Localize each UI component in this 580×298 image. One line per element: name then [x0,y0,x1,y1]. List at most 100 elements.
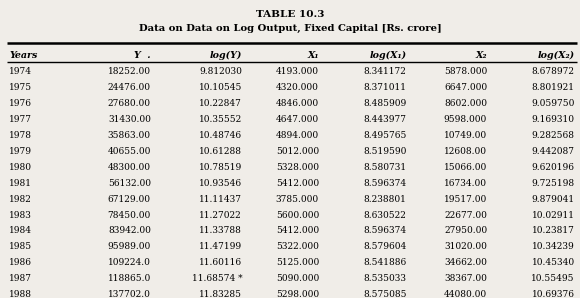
Text: 12608.00: 12608.00 [444,147,487,156]
Text: 8.443977: 8.443977 [364,115,407,124]
Text: 1983: 1983 [9,210,32,220]
Text: 9598.000: 9598.000 [444,115,487,124]
Text: 9.059750: 9.059750 [531,99,575,108]
Text: 118865.0: 118865.0 [107,274,151,283]
Text: 38367.00: 38367.00 [444,274,487,283]
Text: 1977: 1977 [9,115,32,124]
Text: 27950.00: 27950.00 [444,226,487,235]
Text: 95989.00: 95989.00 [107,243,151,252]
Text: 1980: 1980 [9,163,32,172]
Text: 1981: 1981 [9,179,32,188]
Text: 9.282568: 9.282568 [532,131,575,140]
Text: Y  .: Y . [135,51,151,60]
Text: 11.47199: 11.47199 [199,243,242,252]
Text: 8.495765: 8.495765 [363,131,407,140]
Text: 8.485909: 8.485909 [364,99,407,108]
Text: 1987: 1987 [9,274,32,283]
Text: 16734.00: 16734.00 [444,179,487,188]
Text: 4647.000: 4647.000 [276,115,319,124]
Text: 9.442087: 9.442087 [532,147,575,156]
Text: 8.801921: 8.801921 [532,83,575,92]
Text: 22677.00: 22677.00 [444,210,487,220]
Text: 11.68574 *: 11.68574 * [191,274,242,283]
Text: 10.22847: 10.22847 [200,99,242,108]
Text: 31020.00: 31020.00 [444,243,487,252]
Text: 1976: 1976 [9,99,32,108]
Text: 56132.00: 56132.00 [108,179,151,188]
Text: Years: Years [9,51,38,60]
Text: 10.61288: 10.61288 [199,147,242,156]
Text: 4193.000: 4193.000 [276,67,319,76]
Text: 4320.000: 4320.000 [276,83,319,92]
Text: 48300.00: 48300.00 [108,163,151,172]
Text: 9.169310: 9.169310 [532,115,575,124]
Text: 8.341172: 8.341172 [364,67,407,76]
Text: 5090.000: 5090.000 [276,274,319,283]
Text: 9.879041: 9.879041 [532,195,575,204]
Text: 5412.000: 5412.000 [276,179,319,188]
Text: 1984: 1984 [9,226,32,235]
Text: log(X₂): log(X₂) [538,51,575,60]
Text: 9.620196: 9.620196 [532,163,575,172]
Text: 8.579604: 8.579604 [364,243,407,252]
Text: 27680.00: 27680.00 [108,99,151,108]
Text: 3785.000: 3785.000 [276,195,319,204]
Text: 10.23817: 10.23817 [532,226,575,235]
Text: 1979: 1979 [9,147,32,156]
Text: 11.27022: 11.27022 [200,210,242,220]
Text: 8.535033: 8.535033 [364,274,407,283]
Text: 10.10545: 10.10545 [199,83,242,92]
Text: 67129.00: 67129.00 [108,195,151,204]
Text: 11.11437: 11.11437 [199,195,242,204]
Text: 10.69376: 10.69376 [532,290,575,298]
Text: 34662.00: 34662.00 [444,258,487,267]
Text: 11.60116: 11.60116 [199,258,242,267]
Text: Data on Data on Log Output, Fixed Capital [Rs. crore]: Data on Data on Log Output, Fixed Capita… [139,24,441,33]
Text: 11.83285: 11.83285 [199,290,242,298]
Text: 1985: 1985 [9,243,32,252]
Text: 10.48746: 10.48746 [199,131,242,140]
Text: 5322.000: 5322.000 [276,243,319,252]
Text: 10.35552: 10.35552 [199,115,242,124]
Text: 10.78519: 10.78519 [199,163,242,172]
Text: 1975: 1975 [9,83,32,92]
Text: 83942.00: 83942.00 [108,226,151,235]
Text: 10.45340: 10.45340 [532,258,575,267]
Text: 8.580731: 8.580731 [364,163,407,172]
Text: 5298.000: 5298.000 [276,290,319,298]
Text: 9.812030: 9.812030 [200,67,242,76]
Text: 24476.00: 24476.00 [108,83,151,92]
Text: 1974: 1974 [9,67,32,76]
Text: 137702.0: 137702.0 [108,290,151,298]
Text: X₂: X₂ [476,51,487,60]
Text: 5125.000: 5125.000 [276,258,319,267]
Text: 8.575085: 8.575085 [363,290,407,298]
Text: 5012.000: 5012.000 [276,147,319,156]
Text: 11.33788: 11.33788 [200,226,242,235]
Text: 10749.00: 10749.00 [444,131,487,140]
Text: 31430.00: 31430.00 [108,115,151,124]
Text: 8.596374: 8.596374 [364,179,407,188]
Text: log(X₁): log(X₁) [369,51,407,60]
Text: 4846.000: 4846.000 [276,99,319,108]
Text: 109224.0: 109224.0 [108,258,151,267]
Text: 19517.00: 19517.00 [444,195,487,204]
Text: 5328.000: 5328.000 [276,163,319,172]
Text: 1988: 1988 [9,290,32,298]
Text: 8.596374: 8.596374 [364,226,407,235]
Text: 5878.000: 5878.000 [444,67,487,76]
Text: 1978: 1978 [9,131,32,140]
Text: 8.519590: 8.519590 [363,147,407,156]
Text: X₁: X₁ [307,51,319,60]
Text: 8.678972: 8.678972 [532,67,575,76]
Text: 18252.00: 18252.00 [108,67,151,76]
Text: 40655.00: 40655.00 [107,147,151,156]
Text: 10.02911: 10.02911 [532,210,575,220]
Text: 6647.000: 6647.000 [444,83,487,92]
Text: 8.238801: 8.238801 [364,195,407,204]
Text: 78450.00: 78450.00 [107,210,151,220]
Text: 4894.000: 4894.000 [276,131,319,140]
Text: 15066.00: 15066.00 [444,163,487,172]
Text: 8602.000: 8602.000 [444,99,487,108]
Text: 10.93546: 10.93546 [199,179,242,188]
